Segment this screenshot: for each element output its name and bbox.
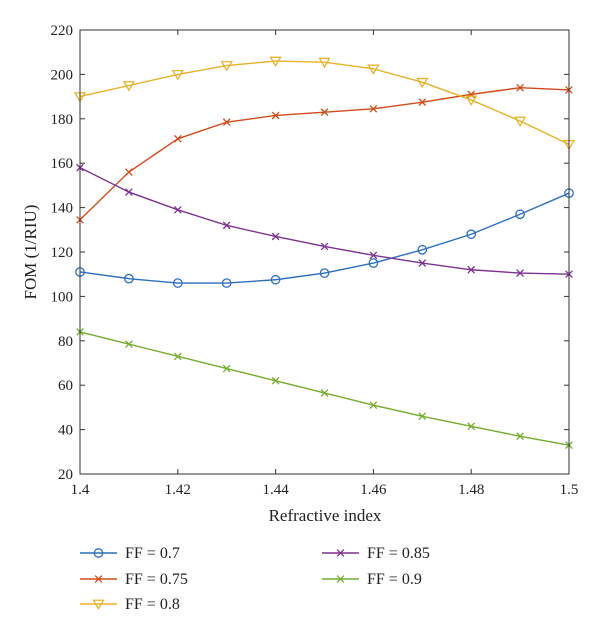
data-point xyxy=(171,70,184,81)
series-5 xyxy=(76,328,573,449)
data-point xyxy=(369,104,378,113)
data-point xyxy=(368,258,379,268)
axes: 1.4 1.42 1.44 1.46 1.48 1.5 20 40 60 80 100 120 140 1… xyxy=(51,23,579,498)
x-tick-label: 1.48 xyxy=(458,482,484,498)
data-point xyxy=(516,83,524,92)
data-point xyxy=(125,340,133,348)
legend-item: FF = 0.9 xyxy=(322,571,422,588)
data-point xyxy=(220,61,233,72)
y-tick-label: 200 xyxy=(51,67,74,83)
data-point xyxy=(125,168,133,176)
legend-item: FF = 0.8 xyxy=(80,596,180,613)
data-point xyxy=(271,232,280,241)
x-tick-label: 1.4 xyxy=(71,482,90,498)
data-point xyxy=(271,376,280,385)
series-line xyxy=(79,87,570,221)
series-3 xyxy=(73,56,576,151)
data-point xyxy=(418,98,427,107)
series-2 xyxy=(76,83,573,224)
data-point xyxy=(125,188,133,196)
y-tick-label: 140 xyxy=(51,201,74,217)
data-point xyxy=(320,108,329,116)
data-point xyxy=(416,77,429,89)
series-1 xyxy=(75,188,574,288)
data-point xyxy=(172,278,183,288)
legend-marker xyxy=(92,599,105,611)
data-point xyxy=(318,57,331,69)
x-tick-label: 1.42 xyxy=(165,482,191,498)
x-tick-label: 1.5 xyxy=(560,482,579,498)
data-point xyxy=(513,116,527,128)
legend-marker xyxy=(336,549,345,557)
data-point xyxy=(465,95,478,106)
legend-label: FF = 0.8 xyxy=(125,596,180,613)
data-point xyxy=(515,209,525,220)
data-point xyxy=(222,364,231,373)
data-point xyxy=(418,259,427,267)
series-line xyxy=(79,331,570,446)
data-point xyxy=(124,273,134,284)
data-point xyxy=(222,118,231,126)
y-tick-label: 40 xyxy=(58,423,73,439)
y-tick-label: 100 xyxy=(51,289,74,305)
data-point xyxy=(467,422,476,431)
x-tick-label: 1.46 xyxy=(360,482,387,498)
y-tick-label: 160 xyxy=(51,156,74,172)
series-4 xyxy=(76,163,573,279)
data-point xyxy=(320,242,329,251)
data-point xyxy=(222,221,231,230)
data-point xyxy=(417,244,428,255)
data-point xyxy=(173,205,182,214)
legend-item: FF = 0.75 xyxy=(80,571,188,588)
legend-item: FF = 0.7 xyxy=(80,545,180,562)
legend-item: FF = 0.85 xyxy=(322,545,430,562)
data-point xyxy=(367,64,380,75)
data-point xyxy=(221,278,232,288)
data-point xyxy=(319,268,330,278)
y-axis-label: FOM (1/RIU) xyxy=(21,205,40,300)
y-tick-label: 180 xyxy=(51,112,74,128)
data-point xyxy=(173,352,182,361)
legend-marker xyxy=(94,575,103,583)
plot-frame xyxy=(79,29,570,475)
legend-label: FF = 0.85 xyxy=(367,545,430,562)
data-point xyxy=(320,389,329,397)
data-point xyxy=(270,274,281,285)
series-line xyxy=(79,192,570,284)
plot-area xyxy=(73,56,576,449)
data-point xyxy=(369,401,378,410)
data-point xyxy=(418,412,427,421)
data-point xyxy=(516,269,524,277)
legend-label: FF = 0.75 xyxy=(125,571,188,588)
y-tick-label: 220 xyxy=(51,23,74,39)
data-point xyxy=(369,251,378,260)
data-point xyxy=(466,229,477,240)
legend: FF = 0.7 FF = 0.75 FF = 0.8 FF = 0.85 FF = 0… xyxy=(80,545,430,613)
data-point xyxy=(173,134,182,143)
legend-marker xyxy=(336,575,345,583)
data-point xyxy=(516,432,524,441)
y-tick-label: 120 xyxy=(51,245,74,261)
data-point xyxy=(271,111,280,120)
series-line xyxy=(79,60,570,145)
legend-label: FF = 0.9 xyxy=(367,571,422,588)
series-line xyxy=(79,167,570,275)
y-tick-label: 60 xyxy=(58,378,73,394)
data-point xyxy=(467,265,476,274)
legend-label: FF = 0.7 xyxy=(125,545,180,562)
x-tick-label: 1.44 xyxy=(262,482,289,498)
data-point xyxy=(122,81,136,92)
x-axis-label: Refractive index xyxy=(269,506,382,525)
y-tick-label: 20 xyxy=(58,467,73,483)
y-tick-label: 80 xyxy=(58,334,73,350)
data-point xyxy=(269,56,282,68)
legend-marker xyxy=(93,548,104,558)
